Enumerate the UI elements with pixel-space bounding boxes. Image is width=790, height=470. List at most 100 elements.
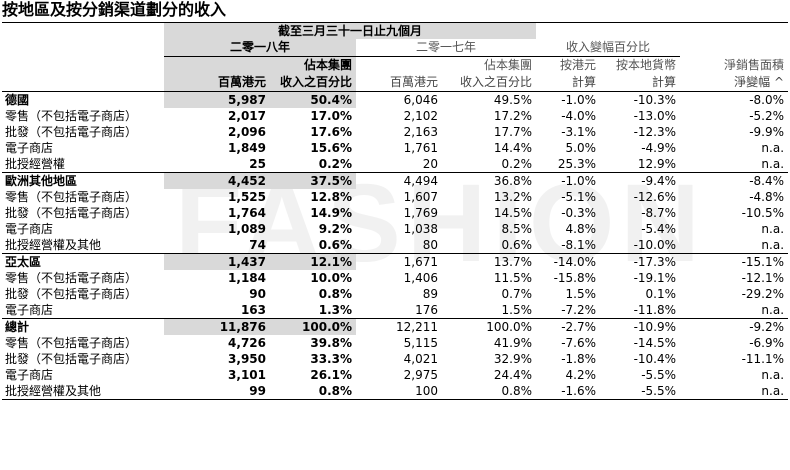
cell-hk: -14.0% [536,253,601,270]
cell-py: 4,494 [356,172,442,189]
cell-pys: 49.5% [442,91,537,108]
cell-py: 1,761 [403,141,438,155]
row-label: 批授經營權及其他 [2,383,164,400]
cell-hk: 4.2% [565,368,597,382]
cell-lc: 0.1% [645,287,677,301]
cell-cy: 3,950 [228,352,266,366]
cell-lc: -5.5% [600,383,681,400]
cell-cys: 12.1% [270,253,356,270]
cell-py: 2,163 [403,125,438,139]
cell-area: n.a. [761,238,785,252]
table-row: 批發（不包括電子商店） 2,096 17.6% 2,163 17.7% -3.1% -12.… [2,124,788,140]
group-share-cy-label: 佔本集團 [270,56,356,74]
cell-py: 89 [422,287,438,301]
cell-area: -29.2% [741,287,785,301]
cell-area: -4.8% [749,190,785,204]
cell-py: 80 [422,238,438,252]
cell-hk: -1.6% [536,383,601,400]
section-row: 亞太區 1,437 12.1% 1,671 13.7% -14.0% -17.3% -15.1… [2,253,789,270]
cell-hk: -8.1% [561,238,597,252]
cell-lc: -12.6% [633,190,677,204]
cell-lc: -11.8% [633,303,677,317]
cell-py: 5,115 [403,336,438,350]
cell-pys: 14.4% [493,141,533,155]
cell-cy: 1,089 [228,222,266,236]
row-label: 德國 [2,91,164,108]
cell-lc: -10.3% [600,91,681,108]
cell-cy: 5,987 [164,91,270,108]
cell-pys: 13.2% [493,190,533,204]
cell-hk: -2.7% [536,318,601,335]
cell-hk: -7.2% [561,303,597,317]
cell-cy: 163 [240,303,266,317]
cell-hk: -0.3% [561,206,597,220]
cell-pys: 0.6% [501,238,533,252]
cell-pys: 1.5% [501,303,533,317]
cell-lc: -17.3% [600,253,681,270]
cell-hk: -5.1% [561,190,597,204]
cell-cys: 12.8% [310,190,352,204]
table-row: 批發（不包括電子商店） 1,764 14.9% 1,769 14.5% -0.3% -8.7… [2,205,788,221]
cell-pys: 0.7% [501,287,533,301]
cell-cy: 4,726 [228,336,266,350]
table-row: 批授經營權 25 0.2% 20 0.2% 25.3% 12.9% n.a. [2,156,788,173]
cell-lc: -14.5% [633,336,677,350]
row-label: 批發（不包括電子商店） [5,125,138,139]
calc-label: 計算 [600,74,681,92]
cell-area: -5.2% [749,109,785,123]
cell-lc: -19.1% [633,271,677,285]
row-label: 批發（不包括電子商店） [5,352,138,366]
cell-hk: 5.0% [565,141,597,155]
cell-cys: 9.2% [318,222,352,236]
cell-lc: -9.4% [600,172,681,189]
cell-cys: 0.8% [270,383,356,400]
cell-py: 1,769 [403,206,438,220]
row-label: 零售（不包括電子商店） [5,271,138,285]
cell-hk: -1.8% [561,352,597,366]
cell-lc: -12.3% [633,125,677,139]
cell-cys: 1.3% [318,303,352,317]
cell-py: 12,211 [356,318,442,335]
row-label: 歐洲其他地區 [2,172,164,189]
cell-cys: 0.8% [318,287,352,301]
row-label: 總計 [2,318,164,335]
table-row: 電子商店 163 1.3% 176 1.5% -7.2% -11.8% n.a. [2,302,788,319]
hkd-cy-label: 百萬港元 [164,74,270,92]
cell-pys: 24.4% [493,368,533,382]
cell-pys: 14.5% [493,206,533,220]
table-row: 批發（不包括電子商店） 90 0.8% 89 0.7% 1.5% 0.1% -29.2% [2,286,788,302]
table-row: 批授經營權及其他 74 0.6% 80 0.6% -8.1% -10.0% n.a. [2,237,788,254]
cell-pys: 17.7% [493,125,533,139]
year-header-row: 二零一八年 二零一七年 收入變幅百分比 [2,39,788,57]
row-label: 批授經營權 [5,157,66,171]
cell-area: -8.4% [680,172,789,189]
cell-pys: 100.0% [442,318,537,335]
cell-hk: -15.8% [553,271,597,285]
cell-cys: 14.9% [310,206,352,220]
period-header-row: 截至三月三十一日止九個月 [2,22,789,39]
cell-cys: 50.4% [270,91,356,108]
cell-py: 1,671 [356,253,442,270]
cell-hk: -4.0% [561,109,597,123]
cell-lc: -10.4% [633,352,677,366]
cell-cys: 37.5% [270,172,356,189]
cell-lc: -5.5% [641,368,677,382]
cell-lc: -4.9% [641,141,677,155]
cell-py: 1,607 [403,190,438,204]
table-row: 零售（不包括電子商店） 4,726 39.8% 5,115 41.9% -7.6% -14.… [2,335,788,351]
cell-cys: 17.6% [310,125,352,139]
page-title: 按地區及按分銷渠道劃分的收入 [2,0,227,19]
share-py-label: 收入之百分比 [442,74,537,92]
cell-cys: 0.6% [318,238,352,252]
cell-py: 2,975 [403,368,438,382]
cell-py: 1,038 [403,222,438,236]
table-row: 零售（不包括電子商店） 1,525 12.8% 1,607 13.2% -5.1% -12.… [2,189,788,205]
row-label: 零售（不包括電子商店） [5,190,138,204]
cell-area: -11.1% [741,352,785,366]
cell-pys: 0.8% [442,383,537,400]
cell-cy: 25 [249,157,266,171]
cell-area: n.a. [680,383,789,400]
cell-area: n.a. [761,157,785,171]
table-row: 批發（不包括電子商店） 3,950 33.3% 4,021 32.9% -1.8% -10.… [2,351,788,367]
cell-area: -9.9% [749,125,785,139]
